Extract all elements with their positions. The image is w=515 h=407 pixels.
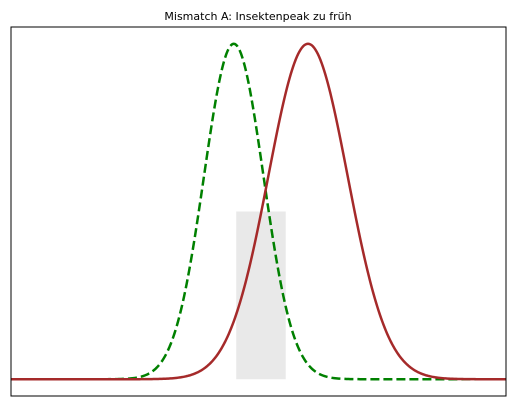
plot-area bbox=[11, 44, 506, 379]
chart-title: Mismatch A: Insektenpeak zu früh bbox=[164, 10, 351, 23]
overlap-shaded-region bbox=[236, 212, 286, 380]
